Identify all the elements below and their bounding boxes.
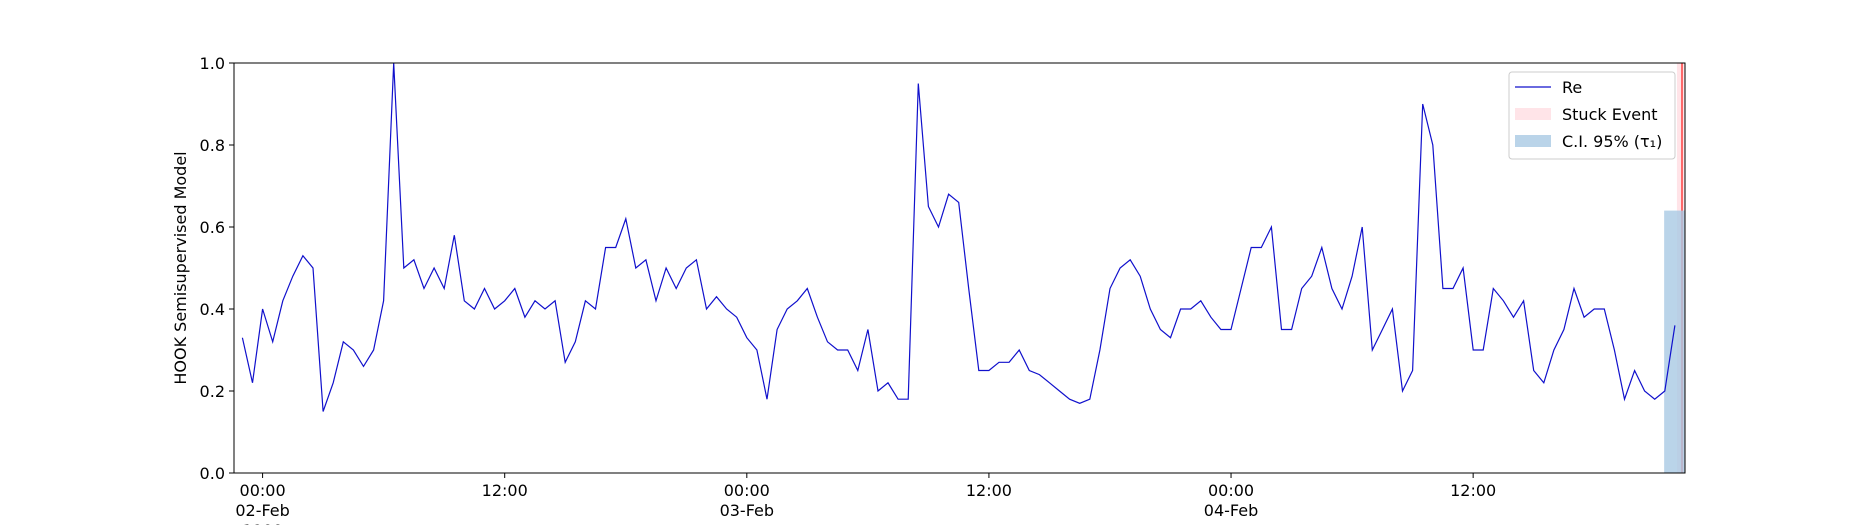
legend-label: C.I. 95% (τ₁) [1562, 132, 1662, 151]
legend-swatch [1515, 108, 1551, 120]
x-tick-label: 12:00 [482, 481, 528, 500]
y-tick-label: 0.4 [200, 300, 225, 319]
x-tick-label: 00:00 03-Feb [720, 481, 774, 520]
legend-swatch [1515, 135, 1551, 147]
legend-label: Stuck Event [1562, 105, 1658, 124]
legend-label: Re [1562, 78, 1582, 97]
line [241, 62, 1676, 412]
x-tick-label: 12:00 [966, 481, 1012, 500]
y-tick-label: 0.2 [200, 382, 225, 401]
span [1664, 210, 1685, 473]
x-tick-label: 12:00 [1450, 481, 1496, 500]
y-axis-label: HOOK Semisupervised Model [171, 151, 190, 384]
y-tick-label: 0.8 [200, 136, 225, 155]
y-tick-label: 0.6 [200, 218, 225, 237]
x-tick-label: 00:00 04-Feb [1204, 481, 1258, 520]
y-tick-label: 1.0 [200, 54, 225, 73]
y-tick-label: 0.0 [200, 464, 225, 483]
plot-frame [233, 62, 1686, 474]
